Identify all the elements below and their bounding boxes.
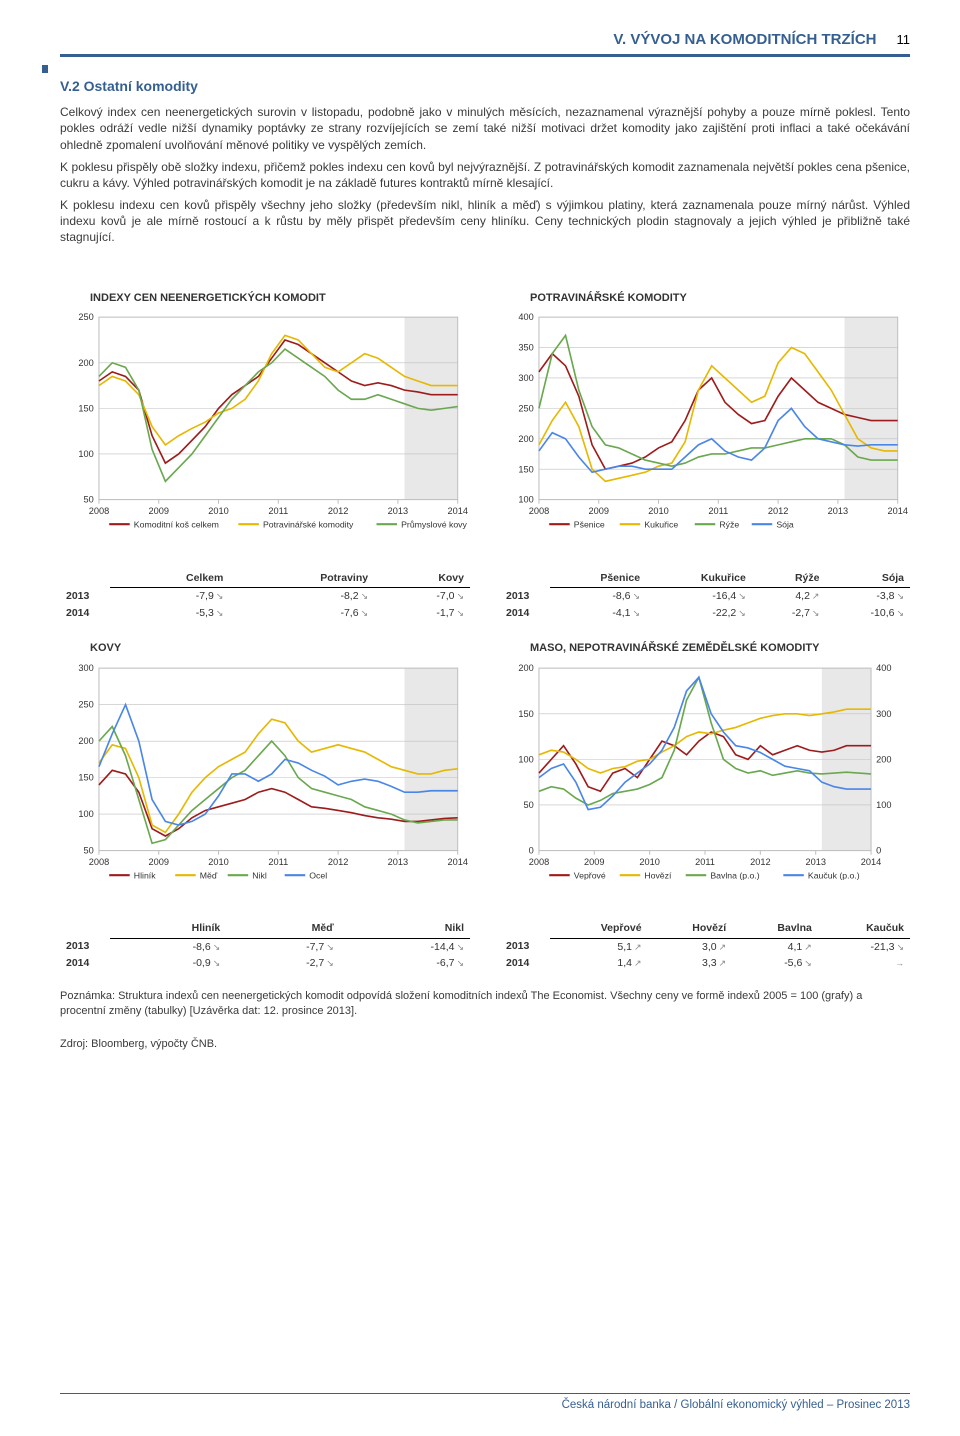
svg-text:150: 150 — [518, 708, 533, 718]
svg-text:2013: 2013 — [388, 506, 409, 516]
body-paragraph-2: K poklesu přispěly obě složky indexu, př… — [60, 159, 910, 191]
svg-text:100: 100 — [518, 754, 533, 764]
svg-text:Sója: Sója — [776, 520, 794, 530]
svg-text:Hovězí: Hovězí — [644, 870, 672, 880]
svg-text:100: 100 — [518, 495, 533, 505]
svg-text:2012: 2012 — [328, 506, 349, 516]
svg-text:2011: 2011 — [695, 857, 715, 867]
svg-text:2009: 2009 — [148, 857, 169, 867]
svg-text:Potravinářské komodity: Potravinářské komodity — [263, 520, 354, 530]
chart1-title: INDEXY CEN NEENERGETICKÝCH KOMODIT — [90, 291, 470, 306]
svg-text:2010: 2010 — [208, 506, 229, 516]
svg-text:200: 200 — [78, 736, 93, 746]
footer-text: Česká národní banka / Globální ekonomick… — [562, 1398, 910, 1414]
svg-text:2014: 2014 — [447, 506, 468, 516]
chart3-title: KOVY — [90, 641, 470, 656]
svg-text:100: 100 — [876, 800, 891, 810]
table-metals-summary: HliníkMěďNikl2013-8,6↘-7,7↘-14,4↘2014-0,… — [60, 919, 470, 971]
svg-text:2009: 2009 — [588, 506, 609, 516]
svg-text:2012: 2012 — [768, 506, 789, 516]
svg-text:2010: 2010 — [208, 857, 229, 867]
footnote-text: Poznámka: Struktura indexů cen neenerget… — [60, 989, 910, 1019]
footer-rule — [60, 1393, 910, 1394]
svg-text:200: 200 — [876, 754, 891, 764]
source-text: Zdroj: Bloomberg, výpočty ČNB. — [60, 1037, 910, 1052]
body-paragraph-3: K poklesu indexu cen kovů přispěly všech… — [60, 197, 910, 246]
chart-meat-agri: 0 50 100 150 200 0 100 200 300 400 2008 2009 2010 201… — [500, 662, 910, 898]
svg-text:150: 150 — [78, 772, 93, 782]
svg-text:2009: 2009 — [148, 506, 169, 516]
svg-text:200: 200 — [518, 434, 533, 444]
svg-text:Vepřové: Vepřové — [574, 870, 606, 880]
svg-text:2013: 2013 — [805, 857, 826, 867]
chart-nonenergy-index: 50 100 150 200 250 2008 2009 2010 2011 2012 2013 20… — [60, 311, 470, 547]
svg-text:300: 300 — [518, 374, 533, 384]
page-header: V. VÝVOJ NA KOMODITNÍCH TRZÍCH 11 — [60, 30, 910, 57]
svg-text:2008: 2008 — [529, 506, 550, 516]
svg-text:250: 250 — [78, 699, 93, 709]
table-meat-agri-summary: VepřovéHovězíBavlnaKaučuk20135,1↗3,0↗4,1… — [500, 919, 910, 971]
svg-text:2010: 2010 — [639, 857, 660, 867]
svg-text:2008: 2008 — [89, 506, 110, 516]
table-nonenergy-summary: CelkemPotravinyKovy2013-7,9↘-8,2↘-7,0↘20… — [60, 569, 470, 621]
chart-metals: 50 100 150 200 250 300 2008 2009 2010 2011 2012 201… — [60, 662, 470, 898]
svg-text:400: 400 — [876, 663, 891, 673]
svg-text:100: 100 — [78, 450, 93, 460]
svg-text:2008: 2008 — [529, 857, 550, 867]
svg-text:150: 150 — [78, 404, 93, 414]
svg-text:Rýže: Rýže — [719, 520, 739, 530]
svg-text:2013: 2013 — [388, 857, 409, 867]
svg-text:200: 200 — [518, 663, 533, 673]
svg-text:2009: 2009 — [584, 857, 605, 867]
svg-text:2010: 2010 — [648, 506, 669, 516]
svg-text:2012: 2012 — [750, 857, 771, 867]
svg-text:300: 300 — [876, 708, 891, 718]
svg-text:0: 0 — [876, 845, 881, 855]
svg-text:2011: 2011 — [268, 857, 288, 867]
svg-text:2013: 2013 — [828, 506, 849, 516]
svg-text:2014: 2014 — [861, 857, 882, 867]
svg-text:300: 300 — [78, 663, 93, 673]
svg-text:50: 50 — [524, 800, 534, 810]
svg-text:100: 100 — [78, 809, 93, 819]
chart2-title: POTRAVINÁŘSKÉ KOMODITY — [530, 291, 910, 306]
svg-text:200: 200 — [78, 358, 93, 368]
body-paragraph-1: Celkový index cen neenergetických surovi… — [60, 104, 910, 153]
svg-text:Bavlna (p.o.): Bavlna (p.o.) — [710, 870, 759, 880]
svg-text:Kukuřice: Kukuřice — [644, 520, 678, 530]
svg-text:2012: 2012 — [328, 857, 349, 867]
section-label: V. VÝVOJ NA KOMODITNÍCH TRZÍCH — [613, 30, 876, 50]
svg-text:Pšenice: Pšenice — [574, 520, 605, 530]
svg-text:2011: 2011 — [708, 506, 728, 516]
svg-text:2014: 2014 — [447, 857, 468, 867]
svg-text:Nikl: Nikl — [252, 870, 267, 880]
page-number: 11 — [897, 31, 911, 49]
table-food-summary: PšeniceKukuřiceRýžeSója2013-8,6↘-16,4↘4,… — [500, 569, 910, 621]
svg-text:400: 400 — [518, 313, 533, 323]
svg-text:Hliník: Hliník — [134, 870, 156, 880]
svg-text:2014: 2014 — [887, 506, 908, 516]
chart-food-commodities: 100 150 200 250 300 350 400 2008 2009 2010 2011 201… — [500, 311, 910, 547]
chart4-title: MASO, NEPOTRAVINÁŘSKÉ ZEMĚDĚLSKÉ KOMODIT… — [530, 641, 910, 656]
svg-text:2011: 2011 — [268, 506, 288, 516]
svg-text:2008: 2008 — [89, 857, 110, 867]
svg-text:50: 50 — [84, 845, 94, 855]
subsection-title: V.2 Ostatní komodity — [60, 77, 910, 96]
svg-text:Ocel: Ocel — [309, 870, 327, 880]
svg-text:50: 50 — [84, 495, 94, 505]
svg-text:250: 250 — [78, 313, 93, 323]
svg-text:Průmyslové kovy: Průmyslové kovy — [401, 520, 467, 530]
svg-text:Komoditní koš celkem: Komoditní koš celkem — [134, 520, 219, 530]
svg-text:150: 150 — [518, 465, 533, 475]
svg-text:Měď: Měď — [200, 870, 218, 880]
svg-text:350: 350 — [518, 343, 533, 353]
svg-text:Kaučuk (p.o.): Kaučuk (p.o.) — [808, 870, 860, 880]
svg-text:250: 250 — [518, 404, 533, 414]
svg-text:0: 0 — [529, 845, 534, 855]
left-accent-bar — [42, 65, 48, 73]
